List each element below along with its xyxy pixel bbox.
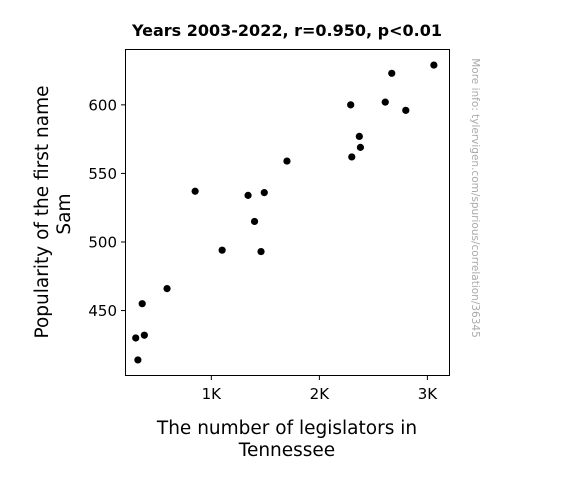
data-point: [381, 98, 389, 106]
data-point: [283, 157, 291, 165]
plot-frame: [125, 49, 450, 376]
data-point: [348, 153, 356, 161]
data-point: [163, 285, 171, 293]
data-point: [355, 132, 363, 140]
data-point: [430, 61, 438, 69]
data-point: [250, 217, 259, 226]
x-axis-label-line1: The number of legislators in: [156, 418, 417, 439]
data-point: [134, 356, 142, 364]
data-point: [191, 187, 199, 195]
data-point: [132, 334, 140, 342]
y-tick-label: 600: [88, 96, 117, 114]
data-point: [347, 101, 355, 109]
data-point: [257, 247, 265, 256]
x-tick-label: 2K: [310, 385, 331, 403]
data-point: [356, 143, 365, 151]
data-point: [402, 106, 410, 114]
chart-title: Years 2003-2022, r=0.950, p<0.01: [131, 21, 442, 40]
data-point: [260, 189, 268, 197]
data-point: [388, 69, 396, 77]
y-tick-label: 550: [88, 165, 117, 183]
data-point: [138, 300, 146, 308]
y-tick-label: 450: [88, 302, 117, 320]
data-point: [140, 331, 148, 339]
data-point: [244, 191, 252, 199]
x-tick-label: 1K: [202, 385, 223, 403]
data-points: [132, 61, 438, 364]
y-axis-label-line1: Popularity of the first name: [32, 85, 53, 338]
y-axis-label-line2: Sam: [54, 193, 75, 234]
data-point: [218, 246, 226, 254]
x-axis-label-line2: Tennessee: [238, 440, 335, 461]
y-tick-label: 500: [88, 233, 117, 251]
x-tick-label: 3K: [418, 385, 439, 403]
axis-ticks: 1K 2K 3K 450 500 550 600: [88, 96, 438, 403]
watermark-text: More info: tylervigen.com/spurious/corre…: [469, 58, 481, 338]
